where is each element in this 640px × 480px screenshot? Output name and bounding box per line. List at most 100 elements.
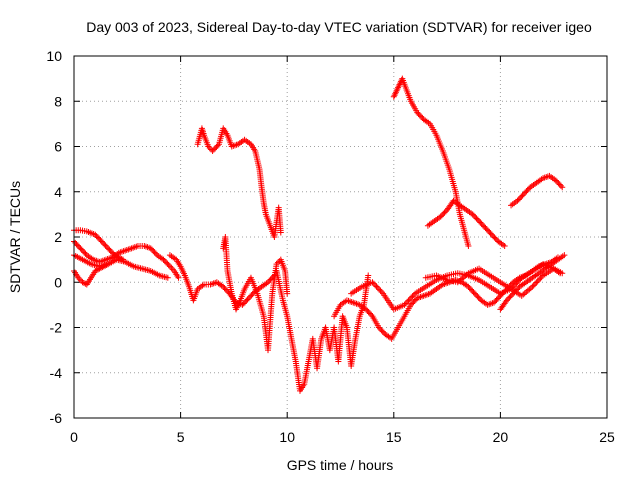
data-point [470,289,477,296]
data-point [365,309,372,316]
data-point [401,301,408,308]
data-point [165,262,172,269]
data-point [523,188,530,195]
y-tick-label: 10 [46,48,62,64]
data-point [160,256,167,263]
data-point [476,218,483,225]
data-point [494,295,501,302]
data-point [467,286,474,293]
data-point [477,219,484,226]
data-point [408,294,415,301]
data-point [507,293,514,300]
data-point [490,233,497,240]
data-point [465,243,472,250]
data-point [529,283,536,290]
data-point [149,246,156,253]
data-point [556,181,563,188]
data-point [277,229,284,236]
data-point [515,196,522,203]
data-point [377,325,384,332]
data-point [364,307,371,314]
data-point [73,241,80,248]
data-point [378,289,385,296]
x-tick-label: 0 [70,429,78,445]
data-point [485,227,492,234]
data-point [376,286,383,293]
axis-ticks: 0 5 10 15 20 25 -6 -4 -2 0 2 4 6 8 10 [46,48,615,445]
data-point [213,143,220,150]
data-point [265,279,272,286]
data-point [365,272,372,279]
data-point [415,110,422,117]
plot-frame [73,55,608,419]
data-point [410,299,417,306]
data-point [81,249,88,256]
data-point [402,300,409,307]
data-point [492,235,499,242]
data-point [363,306,370,313]
data-point [222,286,229,293]
data-point [214,142,221,149]
data-point [164,260,171,267]
data-point [418,113,425,120]
y-tick-label: 2 [54,229,62,245]
data-point [406,296,413,303]
data-point [512,287,519,294]
x-tick-label: 10 [279,429,295,445]
data-point [243,297,250,304]
data-point [378,327,385,334]
data-point [469,211,476,218]
data-point [102,242,109,249]
data-point [508,291,515,298]
x-tick-label: 5 [177,429,185,445]
data-point [163,259,170,266]
data-point [411,297,418,304]
data-point [440,210,447,217]
data-point [105,245,112,252]
data-point [366,310,373,317]
data-point [473,291,480,298]
data-point [470,212,477,219]
y-tick-label: -4 [50,365,63,381]
data-point [103,243,110,250]
series-arc-6 [194,125,284,240]
series-arc-7 [220,234,291,354]
data-point [105,261,112,268]
data-point [78,246,85,253]
data-point [374,284,381,291]
data-point [493,296,500,303]
data-point [164,274,171,281]
x-tick-label: 25 [599,429,615,445]
data-point [519,192,526,199]
data-point [471,290,478,297]
series-arc-3 [71,252,171,281]
data-point [76,243,83,250]
x-tick-label: 15 [386,429,402,445]
data-point [536,276,543,283]
data-point [511,289,518,296]
data-point [267,276,274,283]
data-point [377,287,384,294]
data-point [210,146,217,153]
data-point [404,299,411,306]
data-point [559,184,566,191]
data-point [416,112,423,119]
data-point [244,296,251,303]
data-point [469,287,476,294]
data-point [473,215,480,222]
data-point [407,301,414,308]
data-point [241,299,248,306]
data-point [479,222,486,229]
data-point [441,209,448,216]
data-point [245,295,252,302]
data-point [505,295,512,302]
data-point [175,274,182,281]
data-point [369,279,376,286]
data-point [483,226,490,233]
data-point [530,282,537,289]
series-arc-4 [71,261,112,288]
data-point [538,273,545,280]
data-point [474,293,481,300]
y-tick-label: -2 [50,320,63,336]
y-tick-label: -6 [50,410,63,426]
